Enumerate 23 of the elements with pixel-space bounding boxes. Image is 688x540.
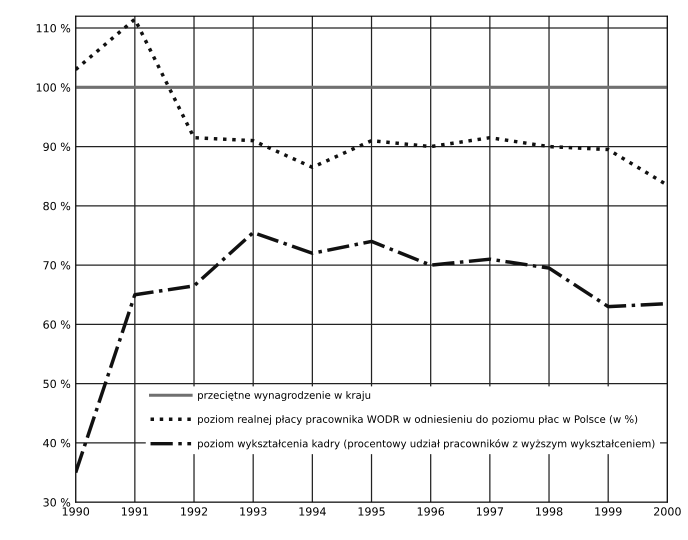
x-tick-label: 1999 bbox=[595, 507, 622, 516]
legend-label: przeciętne wynagrodzenie w kraju bbox=[198, 391, 370, 401]
y-tick-label: 110 % bbox=[36, 24, 70, 32]
y-tick-label: 30 % bbox=[43, 498, 70, 507]
x-tick-label: 1995 bbox=[358, 507, 385, 516]
x-tick-label: 1997 bbox=[476, 507, 504, 516]
x-tick-label: 1991 bbox=[122, 507, 148, 516]
legend-label: poziom wykształcenia kadry (procentowy udział pracowników z wyższym wykształceniem) bbox=[198, 439, 654, 450]
y-tick-label: 80 % bbox=[43, 202, 70, 210]
y-tick-label: 50 % bbox=[43, 380, 70, 388]
y-tick-label: 40 % bbox=[43, 438, 70, 448]
x-tick-label: 1992 bbox=[181, 507, 208, 516]
y-tick-label: 100 % bbox=[36, 83, 70, 92]
x-tick-label: 1990 bbox=[62, 507, 90, 516]
x-tick-label: 1996 bbox=[418, 507, 444, 516]
y-tick-label: 90 % bbox=[43, 142, 70, 151]
x-tick-label: 1994 bbox=[299, 507, 326, 516]
x-tick-label: 1993 bbox=[240, 507, 266, 516]
y-tick-label: 70 % bbox=[44, 261, 70, 270]
legend-label: poziom realnej płacy pracownika WODR w odniesieniu do poziomu płac w Polsce (w %) bbox=[198, 415, 638, 425]
y-tick-label: 60 % bbox=[43, 320, 70, 329]
x-tick-label: 1998 bbox=[536, 507, 562, 516]
x-tick-label: 2000 bbox=[654, 507, 681, 516]
